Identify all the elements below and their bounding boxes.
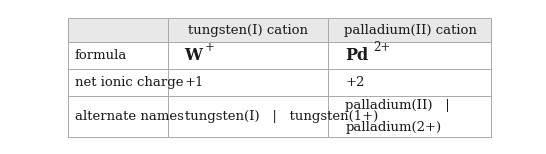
Text: palladium(II)   |: palladium(II) | bbox=[346, 99, 450, 111]
Text: net ionic charge: net ionic charge bbox=[75, 76, 183, 89]
Bar bbox=[168, 95, 329, 137]
Bar bbox=[168, 42, 329, 69]
Bar bbox=[68, 69, 168, 95]
Bar bbox=[68, 42, 168, 69]
Text: W: W bbox=[185, 47, 203, 64]
Bar bbox=[68, 18, 168, 42]
Text: +2: +2 bbox=[346, 76, 365, 89]
Bar bbox=[168, 18, 329, 42]
Text: tungsten(I)   |   tungsten(1+): tungsten(I) | tungsten(1+) bbox=[185, 110, 378, 123]
Bar bbox=[168, 69, 329, 95]
Text: +: + bbox=[205, 41, 215, 54]
Text: 2+: 2+ bbox=[373, 41, 390, 54]
Text: palladium(2+): palladium(2+) bbox=[346, 121, 442, 134]
Text: palladium(II) cation: palladium(II) cation bbox=[343, 24, 476, 37]
Text: tungsten(I) cation: tungsten(I) cation bbox=[188, 24, 308, 37]
Bar bbox=[329, 69, 491, 95]
Bar bbox=[329, 42, 491, 69]
Text: alternate names: alternate names bbox=[75, 110, 183, 123]
Text: formula: formula bbox=[75, 49, 127, 62]
Text: Pd: Pd bbox=[346, 47, 369, 64]
Bar bbox=[329, 95, 491, 137]
Bar bbox=[329, 18, 491, 42]
Bar bbox=[68, 95, 168, 137]
Text: +1: +1 bbox=[185, 76, 204, 89]
